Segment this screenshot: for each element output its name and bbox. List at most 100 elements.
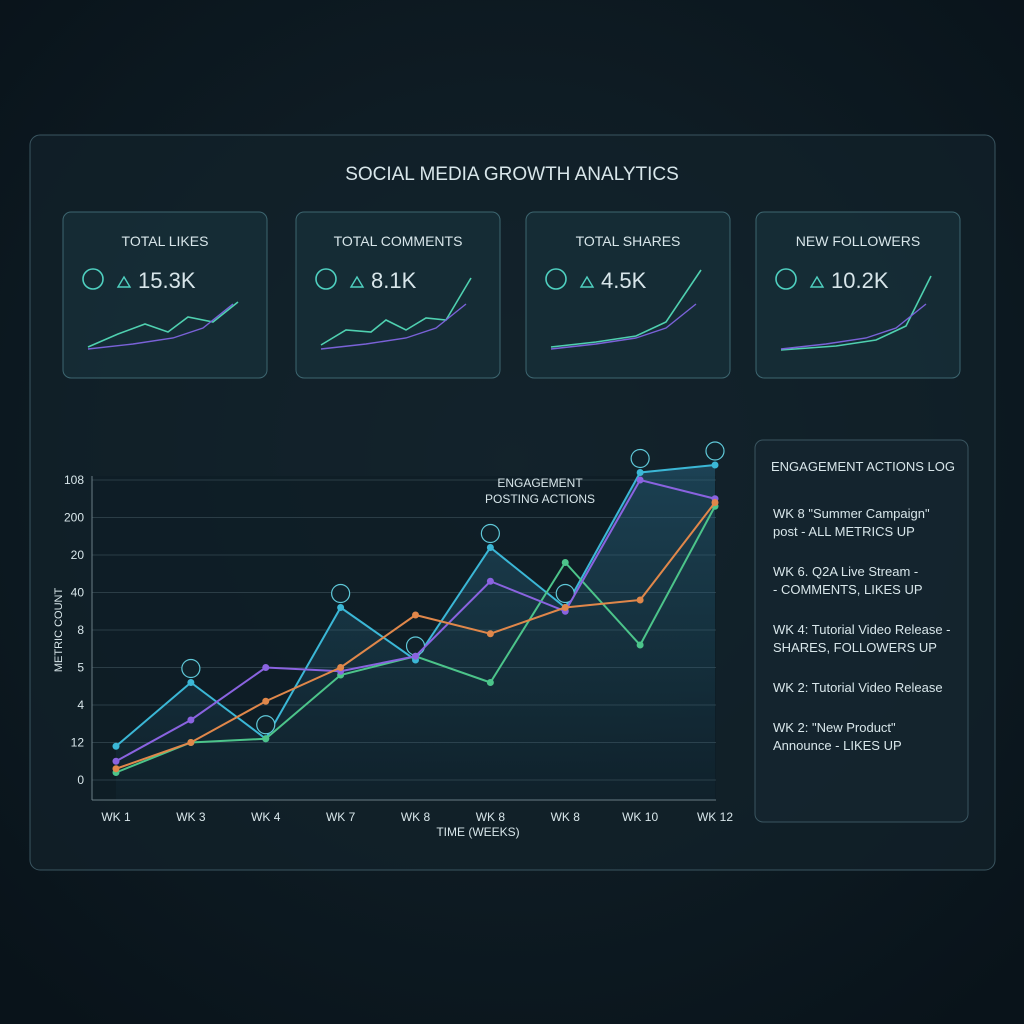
card-frame <box>295 211 501 379</box>
title: SOCIAL MEDIA GROWTH ANALYTICS <box>345 164 679 185</box>
area <box>116 465 715 800</box>
point <box>262 697 270 705</box>
sparkline <box>320 277 472 346</box>
log-entry: post - ALL METRICS UP <box>773 524 915 539</box>
sparkline-2 <box>780 303 927 350</box>
point <box>711 499 719 506</box>
y-tick-label: 20 <box>71 548 85 562</box>
point <box>337 604 345 611</box>
sparkline <box>550 269 702 348</box>
kpi-value: 10.2K <box>831 268 889 293</box>
point <box>412 611 419 619</box>
point <box>636 476 644 484</box>
y-tick-label: 5 <box>77 661 84 675</box>
y-tick-label: 12 <box>71 736 85 750</box>
sparkline-2 <box>320 303 467 350</box>
log-panel <box>754 439 969 823</box>
kpi-card: TOTAL SHARES 4.5K <box>525 211 731 379</box>
x-tick-label: WK 1 <box>101 810 131 824</box>
kpi-value: 15.3K <box>138 268 196 293</box>
action-marker <box>480 523 500 544</box>
point <box>112 757 120 765</box>
x-tick-label: WK 8 <box>476 810 506 824</box>
kpi-card: NEW FOLLOWERS 10.2K <box>755 211 961 379</box>
kpi-value: 8.1K <box>371 268 417 293</box>
kpi-icon <box>82 268 104 290</box>
log-entry: WK 2: Tutorial Video Release <box>773 680 943 695</box>
x-tick-label: WK 8 <box>401 810 431 824</box>
sparkline-2 <box>550 303 697 350</box>
point <box>711 461 719 469</box>
x-tick-label: WK 12 <box>697 810 733 824</box>
log-entry: SHARES, FOLLOWERS UP <box>773 640 937 655</box>
y-axis-label: METRIC COUNT <box>53 588 65 673</box>
kpi-label: TOTAL LIKES <box>122 233 209 249</box>
x-tick-label: WK 8 <box>551 810 581 824</box>
kpi-label: TOTAL SHARES <box>576 233 681 249</box>
y-tick-label: 200 <box>64 511 84 525</box>
log-entry: WK 4: Tutorial Video Release - <box>773 622 951 637</box>
point <box>187 679 195 686</box>
up-arrow <box>349 275 365 288</box>
y-tick-label: 8 <box>77 623 84 637</box>
log-entry: WK 6. Q2A Live Stream - <box>773 564 918 579</box>
y-tick-label: 40 <box>71 586 85 600</box>
kpi-icon <box>545 268 567 290</box>
kpi-value: 4.5K <box>601 268 647 293</box>
sparkline-2 <box>87 303 234 350</box>
log-entries: WK 8 "Summer Campaign" post - ALL METRICS… <box>773 506 951 753</box>
action-marker <box>181 658 201 679</box>
log-entry: - COMMENTS, LIKES UP <box>773 582 923 597</box>
action-marker <box>256 715 276 735</box>
annotation: POSTING ACTIONS <box>485 492 595 506</box>
point <box>561 604 569 611</box>
kpi-icon <box>775 268 797 290</box>
point <box>636 469 644 476</box>
point <box>486 630 494 638</box>
up-arrow <box>116 275 132 288</box>
action-marker <box>630 448 650 469</box>
point <box>561 559 569 566</box>
kpi-card: TOTAL COMMENTS 8.1K <box>295 211 501 379</box>
sparkline <box>87 301 239 348</box>
log-entry: WK 2: "New Product" <box>773 720 896 735</box>
point <box>636 596 644 604</box>
sparkline <box>780 275 932 351</box>
kpi-label: TOTAL COMMENTS <box>334 233 463 249</box>
kpi-label: NEW FOLLOWERS <box>796 233 920 249</box>
point <box>262 664 270 671</box>
y-tick-label: 108 <box>64 473 84 487</box>
log-entry: WK 8 "Summer Campaign" <box>773 506 930 521</box>
point <box>112 765 120 773</box>
kpi-icon <box>315 268 337 290</box>
log-entry: Announce - LIKES UP <box>773 738 902 753</box>
chart: 0 12 4 5 8 40 20 200 108 WK 1 WK 3 WK 4 WK 7 WK 8 WK 8… <box>53 441 733 839</box>
x-tick-label: WK 10 <box>622 810 658 824</box>
point <box>636 641 644 649</box>
card-frame <box>755 211 961 379</box>
point <box>412 652 419 660</box>
kpi-card: TOTAL LIKES 15.3K <box>62 211 268 379</box>
point <box>112 742 120 750</box>
x-axis-label: TIME (WEEKS) <box>436 825 519 839</box>
action-marker <box>405 636 426 656</box>
point <box>486 679 494 686</box>
up-arrow <box>809 275 825 288</box>
y-tick-label: 4 <box>77 698 84 712</box>
log-title: ENGAGEMENT ACTIONS LOG <box>771 459 955 474</box>
x-tick-label: WK 3 <box>176 810 206 824</box>
point <box>486 577 494 585</box>
x-tick-label: WK 4 <box>251 810 281 824</box>
annotation: ENGAGEMENT <box>497 476 583 490</box>
x-tick-label: WK 7 <box>326 810 356 824</box>
up-arrow <box>579 275 595 288</box>
point <box>486 544 494 551</box>
point <box>187 739 195 746</box>
action-marker <box>705 441 725 461</box>
point <box>187 716 195 724</box>
point <box>337 664 345 671</box>
point <box>262 735 270 743</box>
